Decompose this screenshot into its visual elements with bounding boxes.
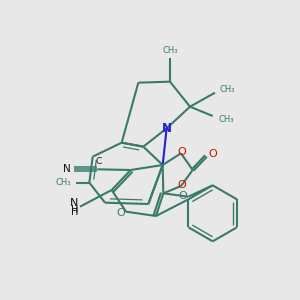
Text: CH₃: CH₃: [220, 85, 236, 94]
Text: O: O: [178, 191, 187, 201]
Text: CH₃: CH₃: [162, 46, 178, 55]
Text: O: O: [208, 149, 217, 159]
Text: N: N: [63, 164, 71, 174]
Text: O: O: [178, 147, 186, 157]
Text: C: C: [95, 157, 101, 166]
Text: N: N: [70, 198, 78, 208]
Text: H: H: [70, 205, 78, 215]
Text: O: O: [116, 208, 125, 218]
Text: N: N: [162, 122, 172, 135]
Text: CH₃: CH₃: [56, 178, 71, 187]
Text: CH₃: CH₃: [218, 115, 234, 124]
Text: H: H: [70, 207, 78, 217]
Text: O: O: [178, 180, 186, 190]
